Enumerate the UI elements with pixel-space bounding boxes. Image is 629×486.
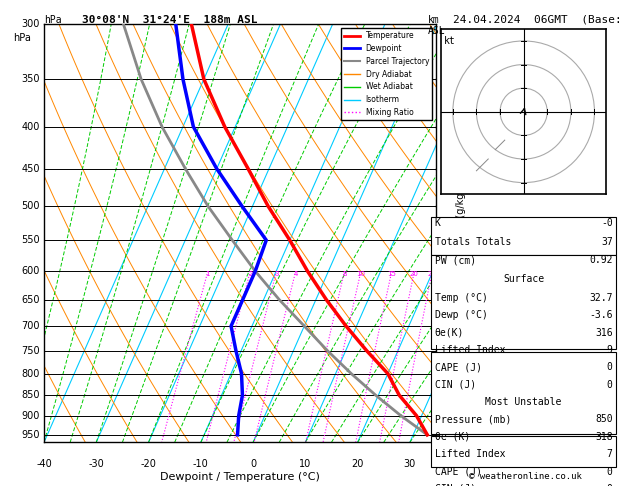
Text: 32.7: 32.7 (589, 293, 613, 303)
Text: PW (cm): PW (cm) (435, 256, 476, 265)
Text: 800: 800 (22, 369, 40, 379)
FancyBboxPatch shape (431, 256, 616, 349)
Text: K: K (435, 218, 440, 228)
Text: Dewpoint / Temperature (°C): Dewpoint / Temperature (°C) (160, 471, 320, 482)
Text: 0: 0 (607, 363, 613, 372)
Text: 4: 4 (440, 276, 446, 286)
FancyBboxPatch shape (431, 217, 616, 256)
Text: 500: 500 (21, 201, 40, 211)
Text: 850: 850 (595, 415, 613, 424)
FancyBboxPatch shape (431, 352, 616, 434)
Text: 20: 20 (352, 459, 364, 469)
Text: Pressure (mb): Pressure (mb) (435, 415, 511, 424)
Text: 7: 7 (607, 449, 613, 459)
Text: 24.04.2024  06GMT  (Base: 00): 24.04.2024 06GMT (Base: 00) (453, 15, 629, 25)
Text: -0: -0 (601, 218, 613, 228)
Text: 25: 25 (428, 271, 437, 277)
Text: kt: kt (444, 36, 456, 46)
Text: 8: 8 (440, 81, 446, 91)
Text: 30°08'N  31°24'E  188m ASL: 30°08'N 31°24'E 188m ASL (82, 15, 257, 25)
Text: 10: 10 (357, 271, 365, 277)
Text: 450: 450 (21, 164, 40, 174)
Text: 3: 3 (274, 271, 279, 277)
Text: Dewp (°C): Dewp (°C) (435, 310, 487, 320)
Text: -40: -40 (36, 459, 52, 469)
Text: CIN (J): CIN (J) (435, 484, 476, 486)
Text: 316: 316 (595, 328, 613, 338)
Text: -20: -20 (141, 459, 157, 469)
Text: CAPE (J): CAPE (J) (435, 363, 482, 372)
Text: 0: 0 (607, 467, 613, 477)
Text: 8: 8 (342, 271, 347, 277)
Text: 30: 30 (404, 459, 416, 469)
Text: 650: 650 (21, 295, 40, 305)
Text: hPa: hPa (13, 33, 31, 43)
Text: Lifted Index: Lifted Index (435, 345, 505, 355)
Text: 600: 600 (22, 266, 40, 276)
Text: Mixing Ratio(g/kg): Mixing Ratio(g/kg) (455, 189, 465, 278)
Text: 750: 750 (21, 346, 40, 356)
Text: km
ASL: km ASL (428, 15, 445, 36)
Text: θe (K): θe (K) (435, 432, 470, 442)
Text: 550: 550 (21, 235, 40, 245)
Text: 9: 9 (607, 345, 613, 355)
Text: Temp (°C): Temp (°C) (435, 293, 487, 303)
Text: θe(K): θe(K) (435, 328, 464, 338)
Text: 5: 5 (440, 228, 446, 239)
Text: 6: 6 (440, 181, 446, 191)
Text: -10: -10 (193, 459, 209, 469)
Text: 3: 3 (440, 321, 446, 331)
Text: 0: 0 (607, 484, 613, 486)
Text: Lifted Index: Lifted Index (435, 449, 505, 459)
Text: Surface: Surface (503, 274, 544, 284)
Text: 10: 10 (299, 459, 311, 469)
Text: 400: 400 (22, 122, 40, 132)
Text: 7: 7 (440, 131, 446, 140)
Text: 0: 0 (250, 459, 256, 469)
Text: 0: 0 (607, 380, 613, 390)
Text: hPa: hPa (44, 15, 62, 25)
Text: 20: 20 (410, 271, 419, 277)
Text: CAPE (J): CAPE (J) (435, 467, 482, 477)
Text: © weatheronline.co.uk: © weatheronline.co.uk (469, 472, 582, 481)
Text: -3.6: -3.6 (589, 310, 613, 320)
Text: 15: 15 (387, 271, 396, 277)
Text: 4: 4 (294, 271, 298, 277)
Text: -30: -30 (89, 459, 104, 469)
Legend: Temperature, Dewpoint, Parcel Trajectory, Dry Adiabat, Wet Adiabat, Isotherm, Mi: Temperature, Dewpoint, Parcel Trajectory… (341, 28, 432, 120)
Text: 1: 1 (440, 410, 446, 420)
FancyBboxPatch shape (431, 436, 616, 467)
Text: 350: 350 (21, 74, 40, 84)
Text: 0.92: 0.92 (589, 256, 613, 265)
Text: 900: 900 (22, 411, 40, 420)
Text: 950: 950 (21, 430, 40, 440)
Text: Totals Totals: Totals Totals (435, 237, 511, 247)
Text: 700: 700 (21, 321, 40, 331)
Text: 2: 2 (440, 366, 446, 376)
Text: Most Unstable: Most Unstable (486, 397, 562, 407)
Text: 300: 300 (22, 19, 40, 29)
Text: 318: 318 (595, 432, 613, 442)
Text: 1: 1 (206, 271, 210, 277)
Text: CIN (J): CIN (J) (435, 380, 476, 390)
Text: 2: 2 (248, 271, 252, 277)
Text: 37: 37 (601, 237, 613, 247)
Text: 850: 850 (21, 390, 40, 400)
